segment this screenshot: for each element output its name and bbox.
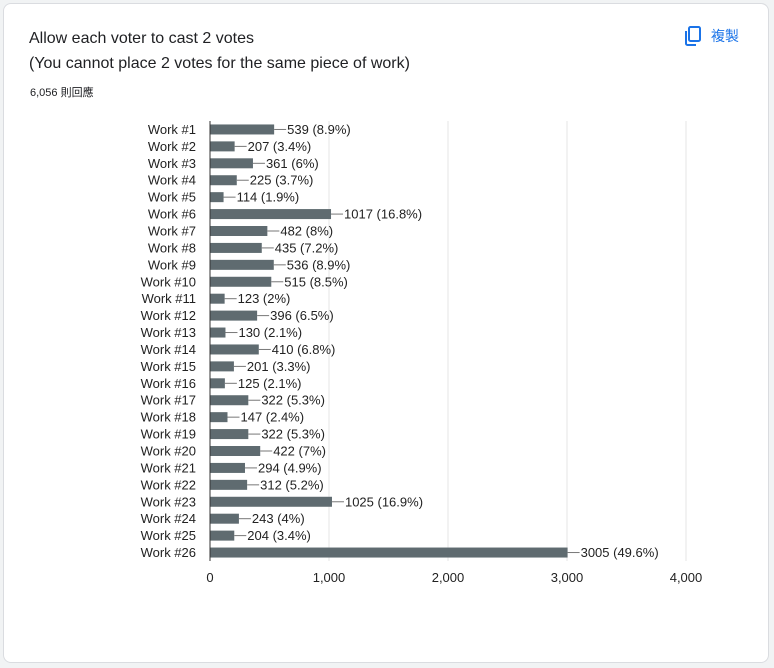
category-label: Work #9 (148, 257, 196, 272)
bar (210, 547, 568, 558)
category-label: Work #20 (141, 444, 196, 459)
bar (210, 276, 272, 287)
bar (210, 530, 235, 541)
bar (210, 158, 253, 169)
data-label: 482 (8%) (280, 224, 333, 239)
data-label: 1017 (16.8%) (344, 207, 422, 222)
bar (210, 327, 226, 338)
category-label: Work #6 (148, 207, 196, 222)
bar (210, 226, 268, 236)
bar (210, 310, 258, 321)
data-label: 114 (1.9%) (237, 190, 300, 205)
bar (210, 242, 262, 253)
data-label: 294 (4.9%) (258, 460, 322, 475)
category-label: Work #13 (141, 325, 196, 340)
bar (210, 378, 225, 389)
category-label: Work #17 (141, 393, 196, 408)
data-label: 322 (5.3%) (261, 427, 325, 442)
category-label: Work #4 (148, 173, 196, 188)
bar (210, 462, 245, 473)
category-label: Work #25 (141, 528, 196, 543)
bar (210, 259, 274, 270)
bar (210, 429, 249, 440)
category-label: Work #10 (141, 274, 196, 289)
copy-icon (684, 26, 702, 46)
x-tick-label: 4,000 (670, 570, 703, 585)
bar (210, 344, 259, 355)
category-label: Work #22 (141, 477, 196, 492)
category-label: Work #7 (148, 224, 196, 239)
category-label: Work #23 (141, 494, 196, 509)
category-label: Work #24 (141, 511, 196, 526)
data-label: 361 (6%) (266, 156, 319, 171)
data-label: 123 (2%) (238, 291, 291, 306)
question-title: Allow each voter to cast 2 votes (You ca… (29, 26, 410, 76)
bar (210, 395, 249, 406)
bar (210, 479, 248, 490)
category-label: Work #5 (148, 190, 196, 205)
category-label: Work #2 (148, 139, 196, 154)
data-label: 130 (2.1%) (238, 325, 302, 340)
bar (210, 513, 239, 524)
category-label: Work #18 (141, 410, 196, 425)
data-label: 422 (7%) (273, 444, 326, 459)
category-label: Work #16 (141, 376, 196, 391)
data-label: 515 (8.5%) (284, 274, 348, 289)
x-tick-label: 3,000 (551, 570, 584, 585)
copy-button[interactable]: 複製 (684, 26, 739, 46)
bar (210, 446, 261, 456)
category-label: Work #8 (148, 240, 196, 255)
copy-label: 複製 (711, 28, 739, 44)
data-label: 396 (6.5%) (270, 308, 334, 323)
category-label: Work #12 (141, 308, 196, 323)
response-count: 6,056 則回應 (30, 87, 94, 99)
bar (210, 124, 275, 135)
bar (210, 141, 235, 152)
data-label: 225 (3.7%) (250, 173, 314, 188)
data-label: 201 (3.3%) (247, 359, 311, 374)
category-label: Work #26 (141, 545, 196, 560)
data-label: 322 (5.3%) (261, 393, 325, 408)
bar (210, 192, 224, 203)
bar (210, 412, 228, 423)
data-label: 243 (4%) (252, 511, 305, 526)
category-label: Work #15 (141, 359, 196, 374)
bar (210, 175, 237, 186)
category-label: Work #14 (141, 342, 196, 357)
data-label: 147 (2.4%) (240, 410, 304, 425)
data-label: 125 (2.1%) (238, 376, 302, 391)
bar (210, 209, 332, 220)
data-label: 3005 (49.6%) (581, 545, 659, 560)
bar (210, 361, 234, 372)
data-label: 204 (3.4%) (247, 528, 311, 543)
category-label: Work #3 (148, 156, 196, 171)
x-tick-label: 0 (206, 570, 213, 585)
category-label: Work #11 (142, 291, 196, 306)
data-label: 536 (8.9%) (287, 257, 351, 272)
data-label: 312 (5.2%) (260, 477, 324, 492)
bar (210, 496, 332, 507)
data-label: 1025 (16.9%) (345, 494, 423, 509)
title-line-1: Allow each voter to cast 2 votes (29, 30, 254, 47)
data-label: 435 (7.2%) (275, 240, 339, 255)
data-label: 410 (6.8%) (272, 342, 336, 357)
category-label: Work #21 (141, 460, 196, 475)
x-tick-label: 1,000 (313, 570, 346, 585)
data-label: 539 (8.9%) (287, 122, 351, 137)
title-line-2: (You cannot place 2 votes for the same p… (29, 55, 410, 72)
category-label: Work #1 (148, 122, 196, 137)
data-label: 207 (3.4%) (248, 139, 312, 154)
x-tick-label: 2,000 (432, 570, 465, 585)
bar (210, 293, 225, 304)
category-label: Work #19 (141, 427, 196, 442)
